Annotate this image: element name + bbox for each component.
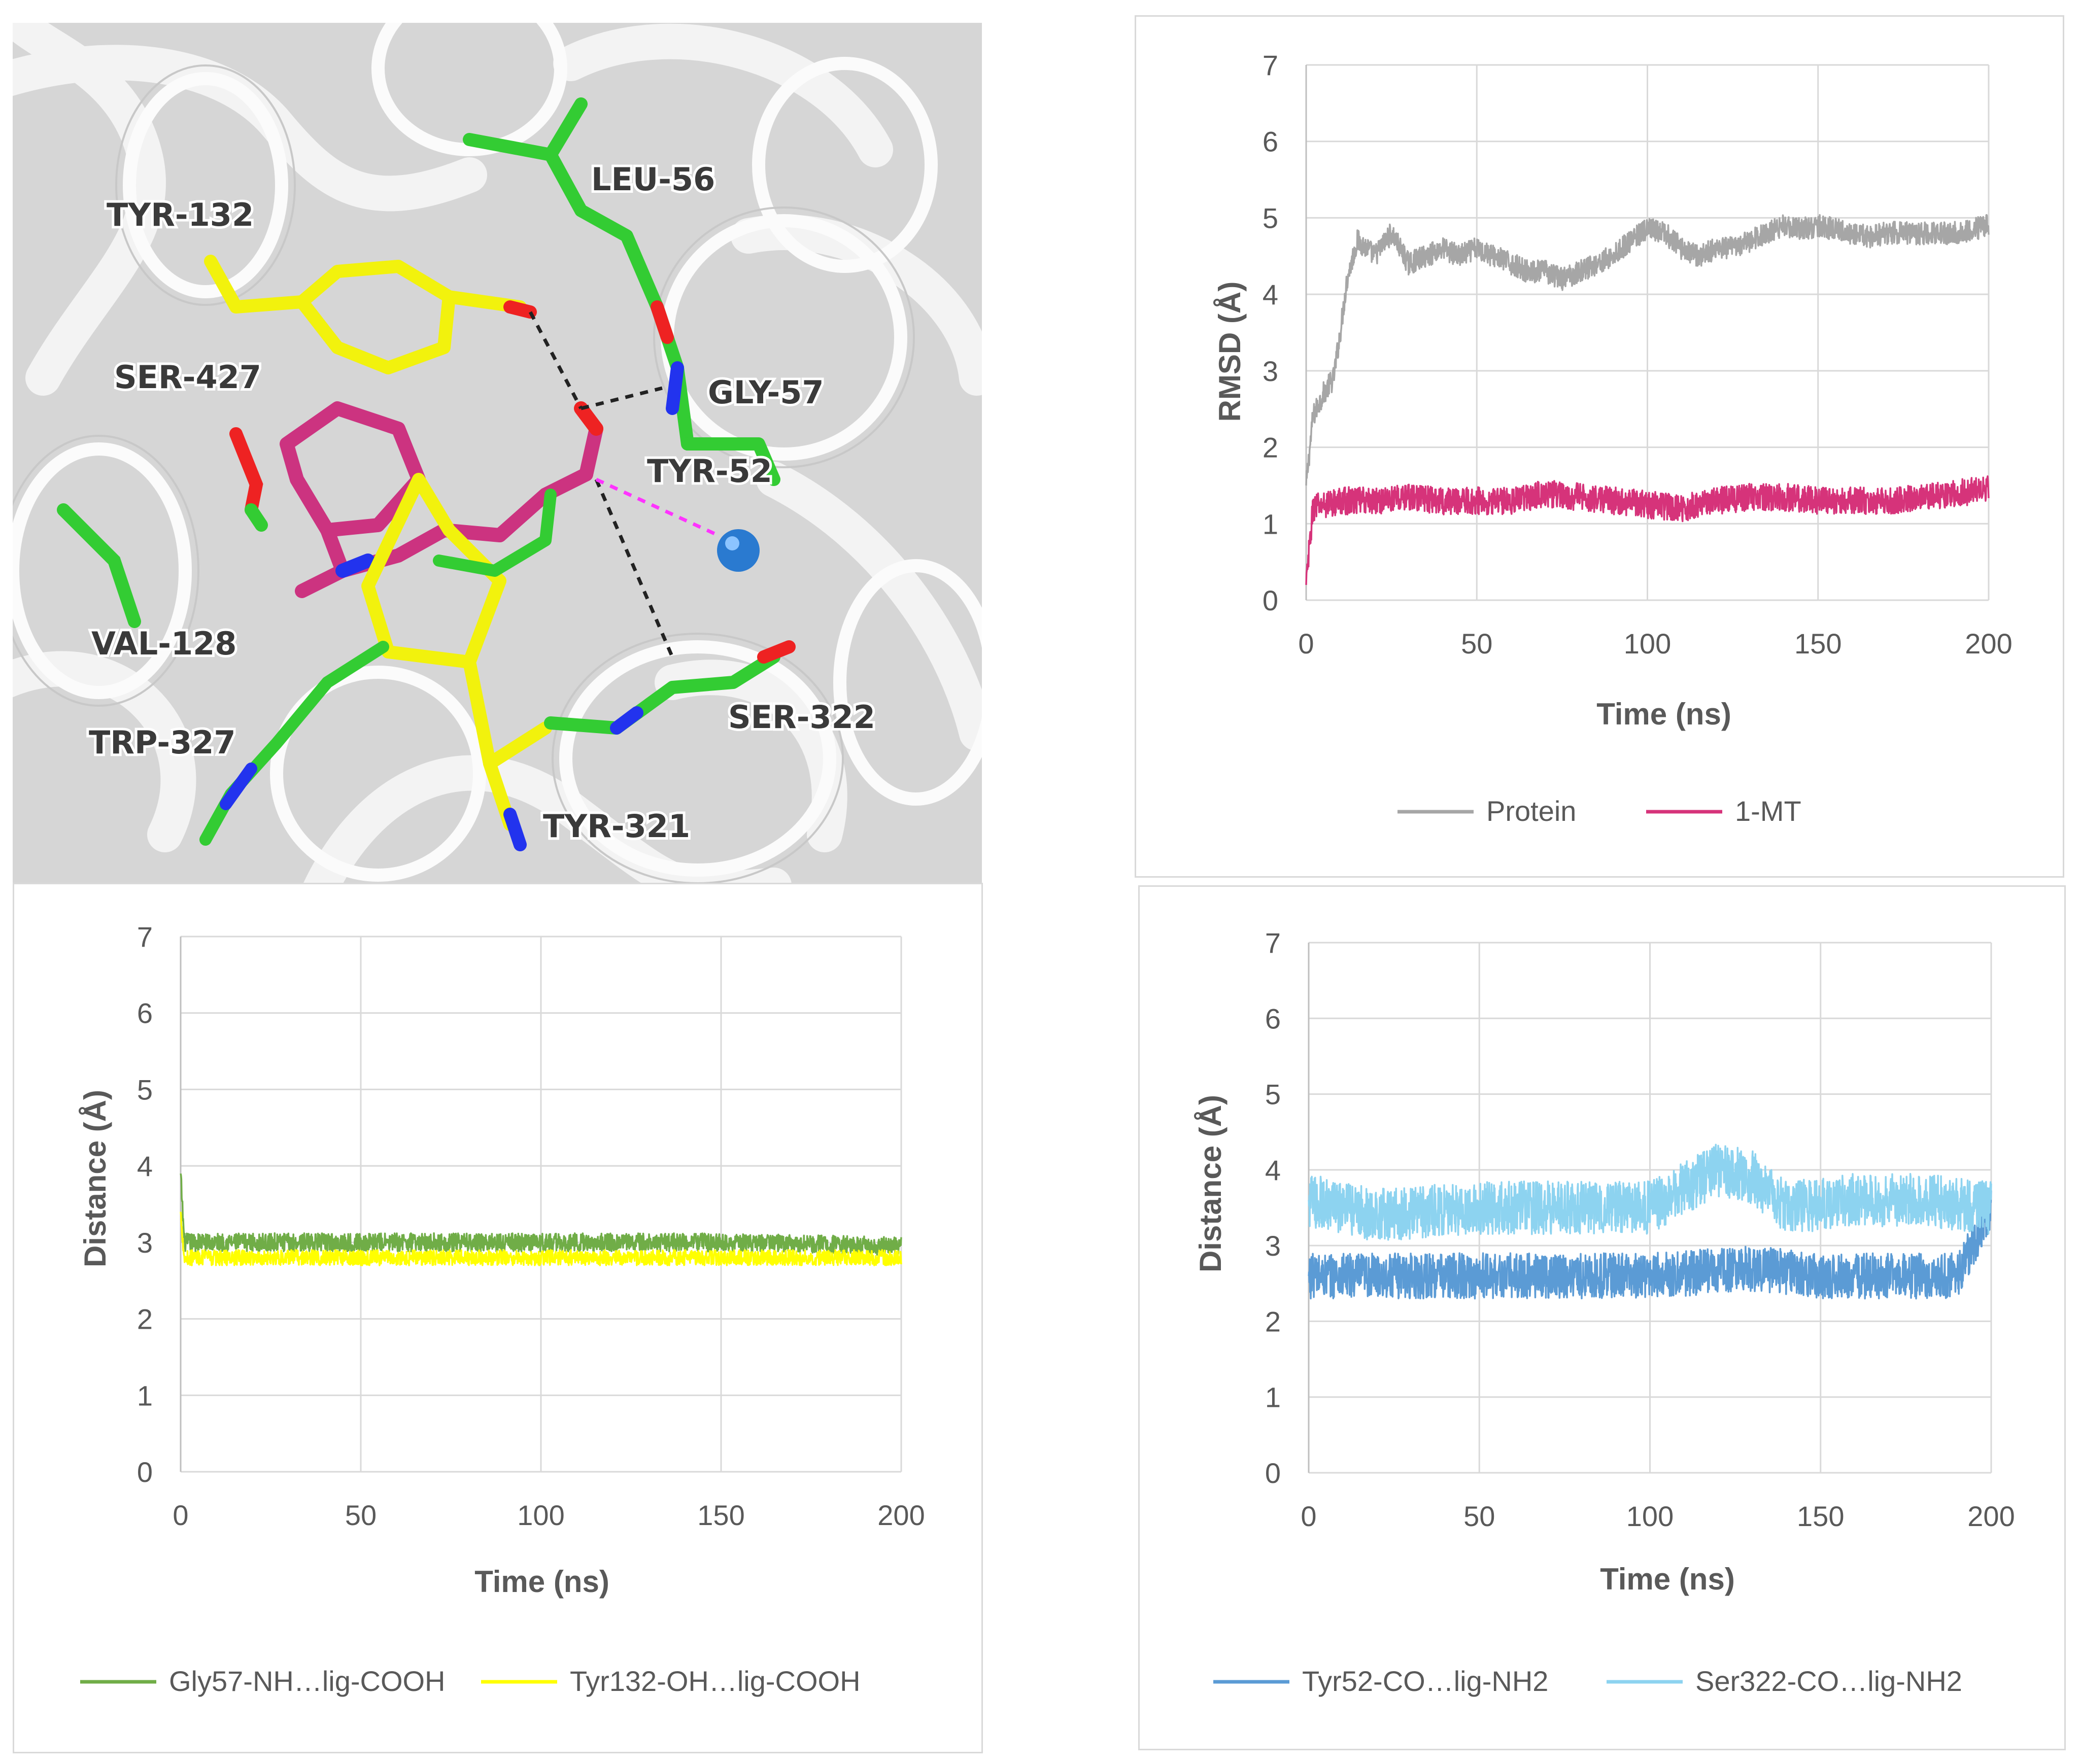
structure-panel: TYR-132 LEU-56 SER-427 GLY-57 TYR-52 VAL… [0,0,999,913]
y-tick-label: 7 [1265,927,1281,959]
y-tick-label: 4 [1263,279,1278,310]
label-tyr132: TYR-132 [107,196,254,233]
label-leu56: LEU-56 [591,161,715,198]
y-tick-label: 5 [1263,202,1278,234]
label-trp327: TRP-327 [89,724,236,761]
distance-chart-1-panel: 0 50 100 150 200 0 1 2 3 4 5 6 7 Time (ns) Distance… [13,883,983,1753]
distance-chart-tyr52-ser322: 0 50 100 150 200 0 1 2 3 4 5 6 7 Time (ns) Distance… [1194,927,2015,1697]
x-tick-label: 50 [1463,1500,1495,1532]
y-tick-label: 6 [137,997,153,1029]
x-tick-label: 150 [1794,628,1842,660]
distance-chart-2-panel: 0 50 100 150 200 0 1 2 3 4 5 6 7 Time (ns) Distance… [1138,885,2066,1750]
x-tick-label: 150 [697,1499,744,1531]
x-tick-label: 200 [1967,1500,2015,1532]
y-tick-label: 1 [1263,508,1278,540]
y-tick-label: 0 [137,1456,153,1488]
ser322-stick [544,640,796,735]
legend-label: Protein [1486,795,1576,827]
x-tick-label: 100 [1626,1500,1674,1532]
series-line [1308,1144,1992,1241]
side-sticks [57,427,268,628]
y-tick-label: 1 [1265,1381,1281,1413]
metal-contact-line [595,477,719,537]
series-line [180,1173,902,1256]
y-tick-label: 3 [1265,1230,1281,1262]
legend-label: Ser322-CO…lig-NH2 [1695,1665,1962,1697]
y-tick-label: 3 [1263,355,1278,387]
x-axis-title: Time (ns) [1596,697,1731,731]
legend-label: Tyr132-OH…lig-COOH [570,1665,861,1697]
x-axis-title: Time (ns) [474,1565,609,1599]
legend-label: Tyr52-CO…lig-NH2 [1302,1665,1548,1697]
y-tick-label: 5 [137,1074,153,1105]
x-tick-label: 200 [877,1499,925,1531]
tyr321-stick [361,473,552,851]
hbond-lines [528,311,674,658]
distance-chart-gly57-tyr132: 0 50 100 150 200 0 1 2 3 4 5 6 7 Time (ns) Distance… [78,921,925,1697]
label-val128: VAL-128 [91,625,236,662]
y-tick-label: 4 [1265,1154,1281,1186]
y-tick-label: 3 [137,1227,153,1259]
series-line [1308,1190,1992,1300]
x-tick-label: 100 [517,1499,564,1531]
x-tick-label: 150 [1797,1500,1844,1532]
x-tick-label: 200 [1965,628,2012,660]
x-axis-title: Time (ns) [1600,1562,1735,1596]
y-axis-title: Distance (Å) [1194,1095,1227,1272]
y-tick-label: 7 [1263,49,1278,81]
y-tick-label: 2 [1263,432,1278,464]
metal-ion [717,529,760,572]
rmsd-chart-panel: 0 50 100 150 200 0 1 2 3 4 5 6 7 Time (ns) RMSD (Å)… [1135,15,2064,878]
trp327-stick [199,489,557,846]
x-tick-label: 0 [1301,1500,1316,1532]
x-tick-label: 50 [345,1499,377,1531]
y-tick-label: 1 [137,1379,153,1411]
label-gly57: GLY-57 [708,374,824,411]
y-axis-title: Distance (Å) [78,1090,112,1267]
x-tick-label: 0 [173,1499,188,1531]
y-tick-label: 6 [1263,126,1278,158]
legend-label: 1-MT [1735,795,1801,827]
series-line [180,1212,902,1266]
legend-label: Gly57-NH…lig-COOH [169,1665,446,1697]
x-tick-label: 50 [1461,628,1492,660]
rmsd-chart: 0 50 100 150 200 0 1 2 3 4 5 6 7 Time (ns) RMSD (Å)… [1213,49,2013,827]
x-tick-label: 0 [1298,628,1314,660]
tyr132-stick [204,255,537,374]
y-axis-title: RMSD (Å) [1213,282,1247,422]
series-line [1305,475,1990,585]
label-tyr52: TYR-52 [647,453,772,490]
leu56-stick [463,97,780,486]
x-tick-label: 100 [1624,628,1671,660]
binding-site-image: TYR-132 LEU-56 SER-427 GLY-57 TYR-52 VAL… [0,0,999,913]
y-tick-label: 2 [137,1303,153,1335]
label-tyr321: TYR-321 [543,808,690,845]
series-line [1305,214,1990,486]
label-ser322: SER-322 [728,699,875,736]
y-tick-label: 4 [137,1150,153,1182]
y-tick-label: 6 [1265,1002,1281,1034]
y-tick-label: 0 [1263,584,1278,616]
y-tick-label: 7 [137,921,153,953]
y-tick-label: 2 [1265,1305,1281,1337]
label-ser427: SER-427 [114,359,261,396]
y-tick-label: 0 [1265,1457,1281,1489]
y-tick-label: 5 [1265,1079,1281,1111]
